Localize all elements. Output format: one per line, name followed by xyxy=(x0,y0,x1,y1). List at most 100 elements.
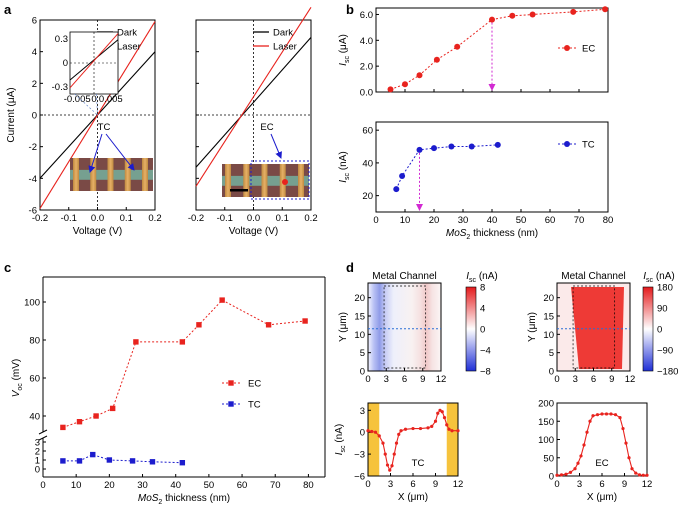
tc-device-electrode xyxy=(124,158,131,191)
legend-label-tc: TC xyxy=(582,140,595,151)
c-point-ec xyxy=(76,419,83,425)
map-y-tick-label: 10 xyxy=(543,330,554,341)
isc-series-line-tc xyxy=(395,144,498,190)
profile-y-tick-label: −6 xyxy=(354,472,365,483)
metal-contact-shade xyxy=(368,403,380,476)
isc-y-tick-label: 4.0 xyxy=(360,36,373,47)
tc-arrow xyxy=(105,133,135,171)
c-y-tick-label: 2 xyxy=(35,447,40,458)
iv-x-tick-label: 0.2 xyxy=(148,213,161,224)
iv-y-axis-label: Current (μA) xyxy=(6,87,17,142)
profile-point xyxy=(637,473,642,477)
isc-x-tick-label: 60 xyxy=(545,215,556,226)
c-y-axis-label: Voc (mV) xyxy=(11,359,24,398)
profile-point xyxy=(627,456,631,460)
isc-x-tick-label: 40 xyxy=(487,215,498,226)
isc-point-ec xyxy=(402,81,408,88)
isc-x-tick-label: 10 xyxy=(400,215,411,226)
profile-point xyxy=(573,467,577,471)
profile-point xyxy=(447,427,451,431)
chart-a-ec-iv: -0.2 -0.1 0.0 0.1 0.2 Voltage (V) Dark Laser EC xyxy=(188,7,318,237)
tc-device-electrode xyxy=(73,158,79,191)
legend-label-laser: Laser xyxy=(117,42,141,53)
c-point-ec xyxy=(302,318,308,324)
chart-a-tc-iv: -0.2 -0.1 0.0 0.1 0.2 -6 -4 -2 0 2 4 6 Current (μA) V… xyxy=(6,16,162,238)
map-x-tick-label: 3 xyxy=(573,374,578,385)
map-y-tick-label: 0 xyxy=(549,367,554,378)
c-point-tc xyxy=(129,458,136,464)
isc-point-tc xyxy=(416,146,423,153)
isc-plot-frame xyxy=(375,121,609,213)
profile-point xyxy=(456,429,460,433)
legend-marker-ec xyxy=(228,380,234,386)
profile-point xyxy=(381,441,385,445)
profile-point xyxy=(591,414,595,418)
profile-point xyxy=(403,427,408,431)
profile-point xyxy=(399,429,403,433)
profile-point xyxy=(645,473,649,477)
isc-x-tick-label: 80 xyxy=(603,215,614,226)
annotation-tc: TC xyxy=(98,122,111,133)
map-y-tick-label: 0 xyxy=(360,367,365,378)
legend-label-tc: TC xyxy=(248,400,261,411)
profile-point xyxy=(436,411,440,415)
inset-x-tick-label: -0.005 xyxy=(64,94,91,105)
iv-x-tick-label: -0.2 xyxy=(32,213,48,224)
map-x-tick-label: 12 xyxy=(436,374,447,385)
iv-x-tick-label: 0.0 xyxy=(247,213,260,224)
panel-label-d: d xyxy=(346,260,354,275)
profile-point xyxy=(568,470,573,474)
c-point-tc xyxy=(90,451,96,458)
chart-d-map-ec: Metal Channel 0 3 6 9 12 0 5 10 15 20 Y (μm) 180 90 0 −… xyxy=(527,271,678,385)
profile-y-tick-label: 200 xyxy=(538,399,554,410)
ec-device-electrode xyxy=(261,164,268,197)
map-x-tick-label: 0 xyxy=(365,374,370,385)
c-y-tick-label: 60 xyxy=(29,374,40,385)
isc-series-line-ec xyxy=(390,8,606,90)
iv-y-tick-label: 2 xyxy=(32,79,37,90)
map-y-tick-label: 5 xyxy=(549,348,554,359)
colorbar-tick-label: 8 xyxy=(480,283,485,294)
c-x-tick-label: 30 xyxy=(137,480,148,491)
profile-x-axis-label: X (μm) xyxy=(398,492,428,503)
profile-point xyxy=(383,452,387,456)
isc-y-tick-label: 20 xyxy=(362,191,373,202)
profile-y-tick-label: 0 xyxy=(549,472,554,483)
iv-x-tick-label: 0.1 xyxy=(276,213,289,224)
tc-device-electrode xyxy=(90,158,97,191)
c-series-line-ec xyxy=(62,299,306,428)
profile-x-tick-label: 3 xyxy=(388,479,393,490)
profile-point xyxy=(373,430,378,434)
isc-y-tick-label: 2.0 xyxy=(360,62,373,73)
ec-region-box xyxy=(250,160,310,200)
iv-x-axis-label: Voltage (V) xyxy=(229,226,278,237)
profile-x-axis-label: X (μm) xyxy=(587,492,617,503)
profile-point xyxy=(609,412,613,416)
iv-y-tick-label: 6 xyxy=(32,16,37,27)
isc-point-tc xyxy=(431,145,437,152)
profile-point xyxy=(392,452,396,456)
profile-y-tick-label: −3 xyxy=(354,450,365,461)
profile-point xyxy=(394,441,399,445)
iv-x-tick-label: -0.1 xyxy=(217,213,233,224)
panel-label-b: b xyxy=(346,2,354,17)
chart-b-ec-isc: 0.0 2.0 4.0 6.0 Isc (μA) EC xyxy=(338,6,609,99)
profile-point xyxy=(418,426,423,431)
profile-point xyxy=(600,412,604,416)
map-y-axis-label: Y (μm) xyxy=(338,312,349,342)
profile-y-tick-label: 3 xyxy=(360,406,365,417)
inset-y-tick-label: 0.3 xyxy=(55,34,68,45)
map-y-tick-label: 5 xyxy=(360,348,365,359)
c-y-tick-label: 0 xyxy=(35,465,40,476)
colorbar xyxy=(642,286,654,372)
isc-x-tick-label: 20 xyxy=(429,215,440,226)
map-y-tick-label: 15 xyxy=(354,312,365,323)
c-y-tick-label: 40 xyxy=(29,412,40,423)
isc-x-tick-label: 30 xyxy=(458,215,469,226)
map-x-tick-label: 0 xyxy=(554,374,559,385)
isc-y-tick-label: 40 xyxy=(362,158,373,169)
c-y-tick-label: 3 xyxy=(35,438,40,449)
isc-x-tick-label: 0 xyxy=(373,215,378,226)
iv-x-tick-label: 0.0 xyxy=(91,213,104,224)
